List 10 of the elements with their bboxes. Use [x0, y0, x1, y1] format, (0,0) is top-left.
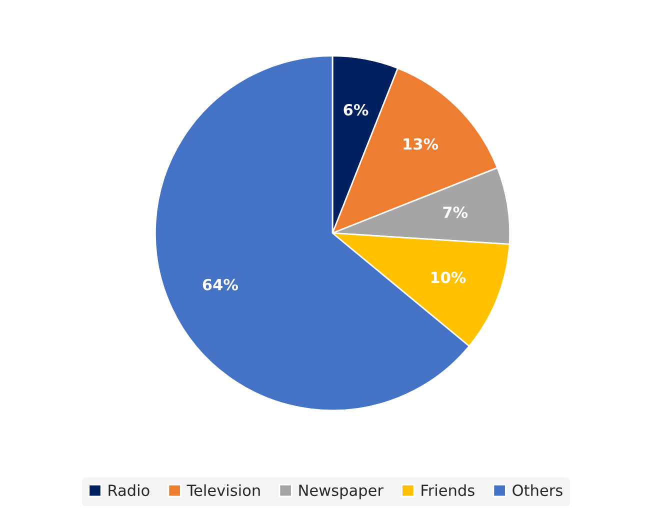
data-label: 7%: [443, 206, 468, 218]
legend-label: Newspaper: [299, 484, 384, 500]
data-label: 6%: [344, 104, 368, 116]
legend-label: Friends: [422, 484, 474, 496]
data-label: 64%: [202, 278, 238, 290]
legend-label: Television: [186, 484, 260, 496]
legend-label: Radio: [108, 484, 150, 496]
data-label: 13%: [404, 138, 438, 150]
data-label: 10%: [431, 272, 466, 284]
legend-label: Others: [512, 484, 562, 496]
